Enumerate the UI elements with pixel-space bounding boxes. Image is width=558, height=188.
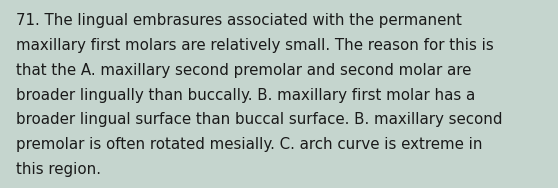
- Text: broader lingual surface than buccal surface. B. maxillary second: broader lingual surface than buccal surf…: [16, 112, 502, 127]
- Text: broader lingually than buccally. B. maxillary first molar has a: broader lingually than buccally. B. maxi…: [16, 88, 475, 103]
- Text: this region.: this region.: [16, 162, 100, 177]
- Text: maxillary first molars are relatively small. The reason for this is: maxillary first molars are relatively sm…: [16, 38, 493, 53]
- Text: 71. The lingual embrasures associated with the permanent: 71. The lingual embrasures associated wi…: [16, 13, 461, 28]
- Text: that the A. maxillary second premolar and second molar are: that the A. maxillary second premolar an…: [16, 63, 471, 78]
- Text: premolar is often rotated mesially. C. arch curve is extreme in: premolar is often rotated mesially. C. a…: [16, 137, 482, 152]
